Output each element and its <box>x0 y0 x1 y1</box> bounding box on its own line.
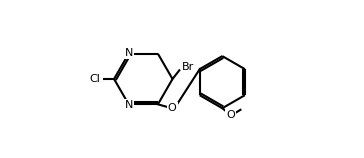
Text: N: N <box>124 48 133 58</box>
Text: O: O <box>168 103 177 113</box>
Text: Cl: Cl <box>90 74 100 84</box>
Text: Br: Br <box>182 62 194 72</box>
Text: O: O <box>227 109 236 120</box>
Text: N: N <box>124 100 133 110</box>
